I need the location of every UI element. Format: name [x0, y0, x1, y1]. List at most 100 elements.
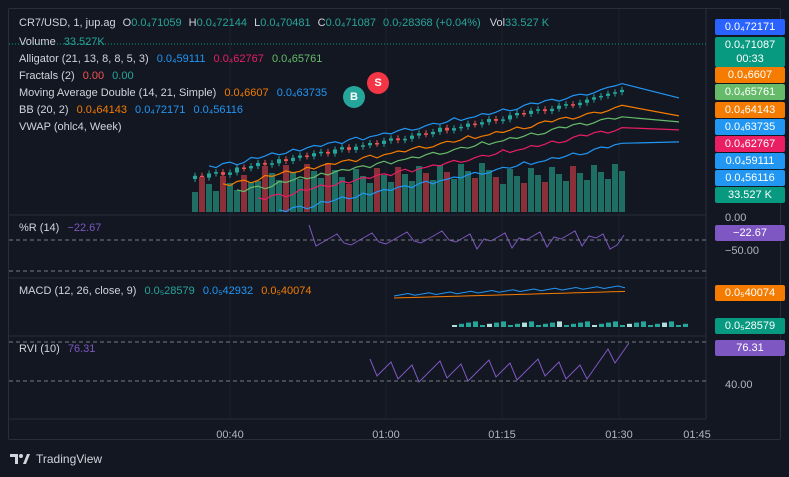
time-label-0145: 01:45 — [683, 429, 711, 441]
wr-line — [308, 224, 625, 250]
volume-bar — [416, 166, 422, 212]
macd-hist-bar — [613, 321, 618, 327]
vol-value: 33.527 K — [505, 17, 550, 29]
volume-bar — [199, 177, 205, 212]
wr-legend[interactable]: %R (14) −22.67 — [19, 220, 101, 237]
rvi-scale-level: 40.00 — [725, 379, 753, 391]
vol-label: Vol — [489, 17, 506, 29]
candle-body — [515, 113, 519, 116]
volume-bar — [493, 177, 499, 212]
volume-bar — [269, 173, 275, 212]
candle-body — [361, 145, 365, 147]
macd-hist-value: 0.0₅28579 — [144, 285, 195, 297]
rvi-line — [369, 342, 630, 383]
candle-body — [389, 138, 393, 141]
candle-body — [459, 126, 463, 129]
candle-body — [487, 119, 491, 123]
symbol-name[interactable]: CR7/USD, 1, jup.ag — [19, 17, 116, 29]
alligator-label: Alligator (21, 13, 8, 8, 5, 3) — [19, 53, 149, 65]
volume-bar — [332, 170, 338, 212]
ma-fast-line — [222, 104, 680, 187]
candle-body — [550, 108, 554, 112]
volume-bar — [451, 179, 457, 212]
low-value: 0.0₄70481 — [260, 17, 311, 29]
wr-tag: −22.67 — [715, 225, 785, 241]
price-tag-ma-fast: 0.0₄6607 — [715, 67, 785, 83]
bb-legend[interactable]: BB (20, 2) 0.0₄64143 0.0₄72171 0.0₄56116 — [19, 102, 243, 119]
bb-basis-value: 0.0₄64143 — [76, 104, 127, 116]
macd-legend[interactable]: MACD (12, 26, close, 9) 0.0₅28579 0.0₅42… — [19, 283, 312, 300]
vwap-legend[interactable]: VWAP (ohlc4, Week) — [19, 119, 122, 136]
symbol-legend: CR7/USD, 1, jup.ag O0.0₄71059 H0.0₄72144… — [19, 15, 549, 32]
macd-hist-bar — [634, 322, 639, 327]
candle-body — [494, 119, 498, 121]
rvi-value: 76.31 — [67, 343, 96, 355]
tradingview-logo-icon[interactable] — [10, 453, 30, 465]
macd-label: MACD (12, 26, close, 9) — [19, 285, 137, 297]
ma-double-label: Moving Average Double (14, 21, Simple) — [19, 87, 217, 99]
volume-bar — [318, 178, 324, 212]
macd-hist-bar — [529, 321, 534, 327]
candle-body — [354, 146, 358, 150]
macd-hist-bar — [508, 325, 513, 327]
volume-bar — [339, 177, 345, 212]
candle-body — [592, 97, 596, 100]
open-label: O — [122, 17, 132, 29]
volume-bar — [563, 181, 569, 212]
price-tag-last-price: 0.0₄71087 — [715, 37, 785, 53]
volume-legend[interactable]: Volume 33.527K — [19, 34, 105, 51]
candle-body — [228, 172, 232, 175]
volume-bar — [283, 165, 289, 212]
volume-bar — [458, 164, 464, 212]
candle-body — [410, 135, 414, 139]
candle-body — [396, 138, 400, 141]
macd-hist-bar — [662, 322, 667, 327]
chart-canvas[interactable] — [9, 9, 782, 441]
volume-bar — [598, 172, 604, 212]
fractals-label: Fractals (2) — [19, 70, 75, 82]
sell-signal-badge[interactable]: S — [367, 72, 389, 94]
candle-body — [480, 122, 484, 125]
volume-label: Volume — [19, 36, 56, 48]
wr-scale-bottom: −50.00 — [725, 245, 759, 257]
macd-hist-bar — [585, 321, 590, 327]
candle-body — [235, 167, 239, 173]
chart-frame[interactable]: CR7/USD, 1, jup.ag O0.0₄71059 H0.0₄72144… — [8, 8, 785, 441]
volume-bar — [570, 166, 576, 212]
price-tag-ma-slow: 0.0₄63735 — [715, 119, 785, 135]
macd-hist-bar — [627, 323, 632, 327]
macd-hist-bar — [543, 323, 548, 327]
volume-bar — [444, 172, 450, 212]
volume-bar — [234, 190, 240, 212]
volume-bar — [577, 173, 583, 212]
alligator-teeth-value: 0.0₄62767 — [213, 53, 264, 65]
volume-bar — [290, 172, 296, 212]
macd-hist-bar — [641, 321, 646, 327]
candle-body — [375, 143, 379, 145]
bb-label: BB (20, 2) — [19, 104, 69, 116]
volume-bar — [241, 175, 247, 212]
candle-body — [200, 175, 204, 178]
macd-hist-bar — [480, 325, 485, 327]
candle-body — [319, 151, 323, 154]
macd-hist-bar — [515, 323, 520, 327]
volume-bar — [227, 183, 233, 212]
price-tag-alligator-jaw: 0.0₄59111 — [715, 153, 785, 169]
rvi-legend[interactable]: RVI (10) 76.31 — [19, 341, 95, 358]
low-label: L — [254, 17, 261, 29]
volume-bar — [248, 182, 254, 212]
macd-hist-bar — [655, 323, 660, 327]
candle-body — [445, 127, 449, 131]
candle-body — [284, 159, 288, 161]
volume-bar — [374, 168, 380, 212]
candle-body — [438, 127, 442, 132]
ma-double-legend[interactable]: Moving Average Double (14, 21, Simple) 0… — [19, 85, 327, 102]
candle-body — [620, 89, 624, 93]
wr-scale-top: 0.00 — [725, 212, 747, 224]
alligator-legend[interactable]: Alligator (21, 13, 8, 8, 5, 3) 0.0₄59111… — [19, 51, 322, 68]
fractals-legend[interactable]: Fractals (2) 0.00 0.00 — [19, 68, 134, 85]
macd-hist-bar — [599, 323, 604, 327]
buy-signal-badge[interactable]: B — [343, 86, 365, 108]
volume-bar — [437, 165, 443, 212]
tradingview-brand[interactable]: TradingView — [36, 452, 103, 466]
